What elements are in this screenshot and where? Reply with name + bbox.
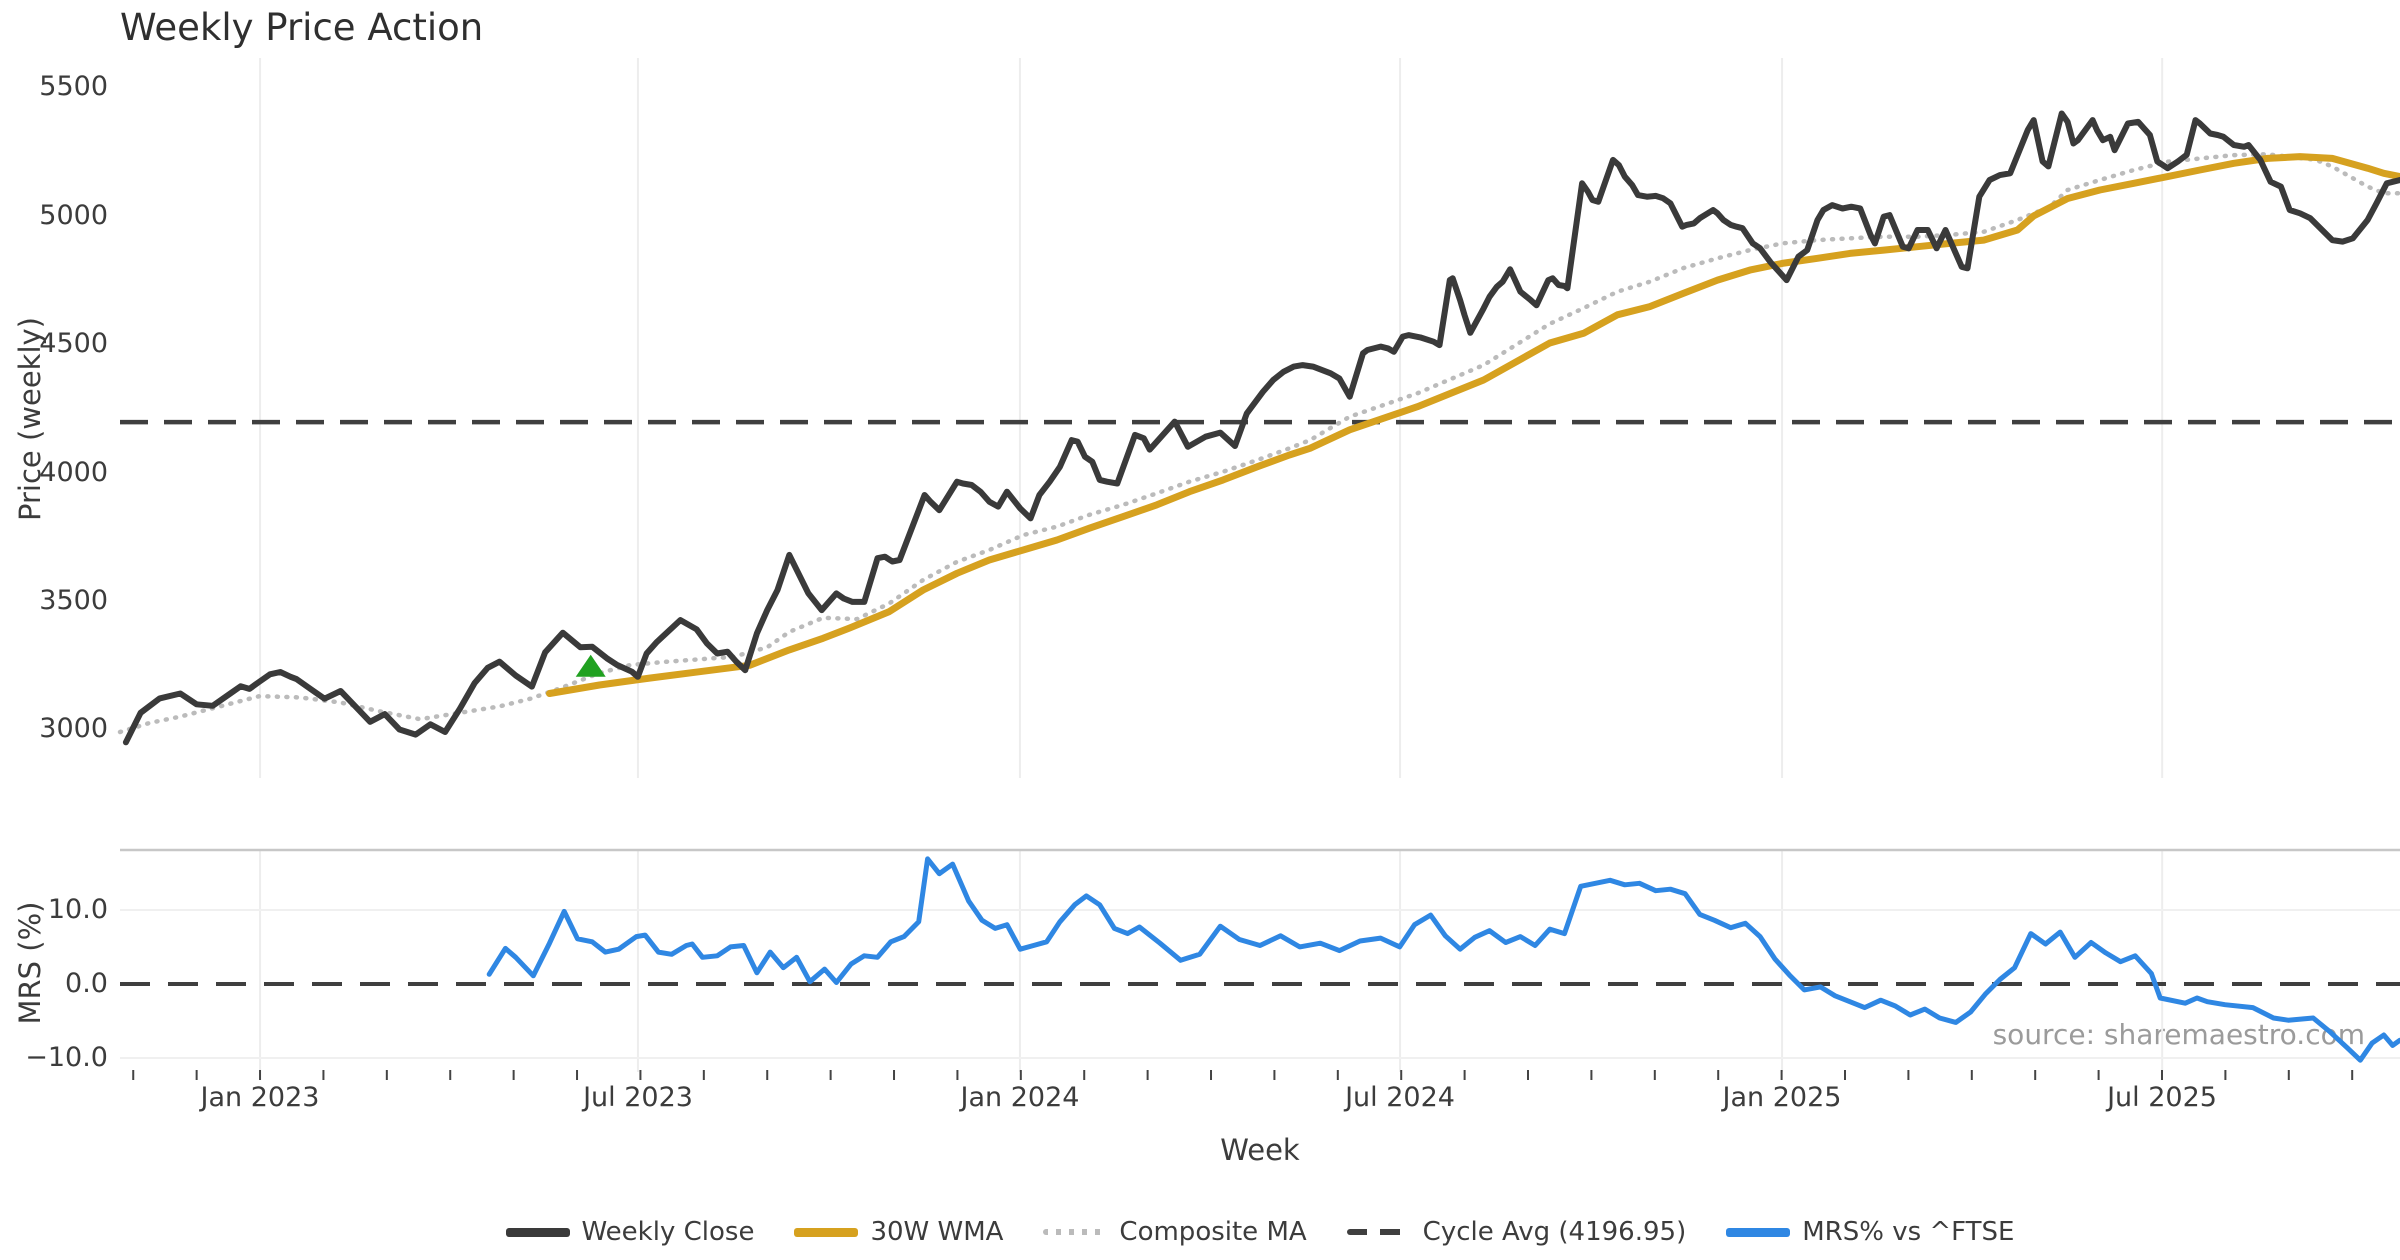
mrs-tick-10: 10.0 bbox=[47, 894, 108, 925]
legend: Weekly Close 30W WMA Composite MA Cycle … bbox=[120, 1206, 2400, 1258]
legend-item-30w-wma: 30W WMA bbox=[794, 1217, 1003, 1247]
x-tick-jan-2023: Jan 2023 bbox=[200, 1082, 320, 1113]
x-tick-jan-2025: Jan 2025 bbox=[1722, 1082, 1842, 1113]
mrs-tick-minus10: −10.0 bbox=[25, 1042, 108, 1073]
cycle-avg-line-swatch-icon bbox=[1346, 1229, 1411, 1235]
legend-item-mrs: MRS% vs ^FTSE bbox=[1726, 1217, 2014, 1247]
legend-label-weekly-close: Weekly Close bbox=[581, 1217, 755, 1247]
x-tick-jan-2024: Jan 2024 bbox=[960, 1082, 1080, 1113]
x-tick-jul-2024: Jul 2024 bbox=[1345, 1082, 1455, 1113]
legend-label-composite-ma: Composite MA bbox=[1119, 1217, 1307, 1247]
x-axis-label: Week bbox=[1220, 1133, 1300, 1167]
mrs-tick-0: 0.0 bbox=[65, 968, 108, 999]
mrs-line-swatch-icon bbox=[1726, 1227, 1791, 1237]
legend-item-composite-ma: Composite MA bbox=[1043, 1217, 1307, 1247]
price-tick-4500: 4500 bbox=[39, 328, 108, 359]
buy-signal-triangle-marker bbox=[575, 654, 606, 677]
legend-item-weekly-close: Weekly Close bbox=[505, 1217, 755, 1247]
mrs-line bbox=[486, 856, 2400, 1063]
price-tick-3500: 3500 bbox=[39, 585, 108, 616]
wma-line bbox=[546, 153, 2400, 697]
x-tick-jul-2023: Jul 2023 bbox=[583, 1082, 693, 1113]
wma-line-swatch-icon bbox=[794, 1227, 859, 1237]
price-tick-3000: 3000 bbox=[39, 713, 108, 744]
source-note: source: sharemaestro.com bbox=[1992, 1018, 2365, 1051]
legend-label-30w-wma: 30W WMA bbox=[870, 1217, 1004, 1247]
price-tick-5500: 5500 bbox=[39, 71, 108, 102]
weekly-close-line bbox=[122, 110, 2400, 746]
x-tick-jul-2025: Jul 2025 bbox=[2107, 1082, 2217, 1113]
legend-label-mrs: MRS% vs ^FTSE bbox=[1802, 1217, 2015, 1247]
composite-ma-line bbox=[117, 152, 2400, 735]
price-tick-4000: 4000 bbox=[39, 457, 108, 488]
legend-label-cycle-avg: Cycle Avg (4196.95) bbox=[1422, 1217, 1687, 1247]
price-tick-5000: 5000 bbox=[39, 200, 108, 231]
legend-item-cycle-avg: Cycle Avg (4196.95) bbox=[1346, 1217, 1687, 1247]
composite-ma-line-swatch-icon bbox=[1043, 1229, 1108, 1235]
weekly-close-line-swatch-icon bbox=[505, 1227, 570, 1237]
page-title: Weekly Price Action bbox=[120, 6, 484, 49]
mrs-axis-label: MRS (%) bbox=[13, 901, 47, 1025]
price-axis-label: Price (weekly) bbox=[13, 317, 47, 522]
